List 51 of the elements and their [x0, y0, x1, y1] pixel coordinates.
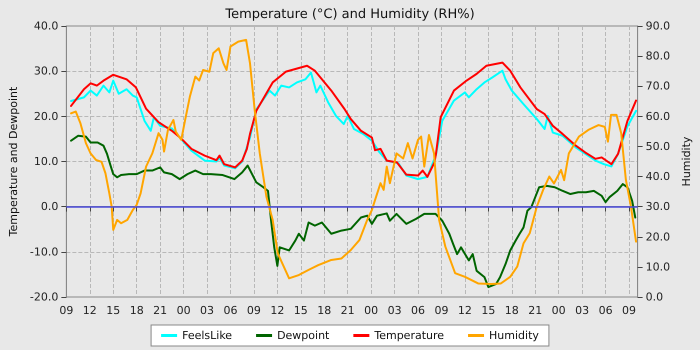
legend-label: FeelsLike — [182, 329, 232, 342]
chart-title: Temperature (°C) and Humidity (RH%) — [224, 7, 475, 22]
x-tick-label: 09 — [622, 304, 636, 317]
x-tick-label: 21 — [340, 304, 355, 317]
x-tick-label: 03 — [388, 304, 402, 317]
legend-label: Dewpoint — [277, 329, 330, 342]
y2-tick-label: 50.0 — [646, 140, 670, 153]
legend-label: Temperature — [373, 329, 444, 342]
x-tick-label: 12 — [458, 304, 472, 317]
x-tick-label: 06 — [223, 304, 238, 317]
x-tick-label: 09 — [246, 304, 261, 317]
x-tick-label: 00 — [176, 304, 191, 317]
x-tick-label: 03 — [200, 304, 214, 317]
y-tick-label: 30.0 — [34, 64, 58, 78]
x-tick-label: 09 — [59, 304, 74, 317]
y2-tick-label: 30.0 — [646, 200, 670, 214]
y2-tick-label: 90.0 — [646, 20, 670, 32]
y-tick-label: 10.0 — [34, 155, 58, 168]
legend-label: Humidity — [489, 329, 540, 342]
x-tick-label: 12 — [270, 304, 284, 317]
x-tick-label: 00 — [552, 304, 566, 317]
x-tick-label: 15 — [106, 304, 120, 317]
line-series — [70, 38, 638, 286]
y-tick-label: 0.0 — [40, 200, 58, 214]
line-series — [70, 134, 636, 288]
x-tick-label: 00 — [364, 304, 378, 317]
x-tick-label: 12 — [82, 304, 97, 317]
x-tick-label: 21 — [528, 304, 542, 317]
x-tick-label: 18 — [130, 304, 144, 317]
x-tick-label: 06 — [598, 304, 613, 317]
y2-axis-title: Humidity — [680, 136, 693, 186]
y2-tick-label: 70.0 — [646, 80, 670, 93]
y-axis-title: Temperature and Dewpoint — [7, 86, 20, 238]
x-tick-label: 15 — [294, 304, 308, 317]
x-tick-label: 21 — [153, 304, 168, 317]
y2-tick-label: 0.0 — [646, 290, 664, 304]
x-tick-label: 03 — [575, 304, 590, 317]
y2-tick-label: 60.0 — [646, 110, 670, 123]
x-tick-label: 18 — [317, 304, 332, 317]
x-tick-label: 18 — [504, 304, 519, 317]
y2-tick-label: 20.0 — [646, 230, 670, 244]
x-tick-label: 15 — [481, 304, 496, 317]
y-tick-label: -10.0 — [30, 245, 58, 258]
y2-tick-label: 40.0 — [646, 170, 670, 184]
y-tick-label: -20.0 — [30, 290, 58, 304]
y-tick-label: 20.0 — [34, 110, 58, 123]
y2-tick-label: 80.0 — [646, 50, 670, 63]
x-tick-label: 09 — [434, 304, 448, 317]
y-tick-label: 40.0 — [34, 20, 58, 32]
y2-tick-label: 10.0 — [646, 260, 670, 274]
x-tick-label: 06 — [411, 304, 426, 317]
